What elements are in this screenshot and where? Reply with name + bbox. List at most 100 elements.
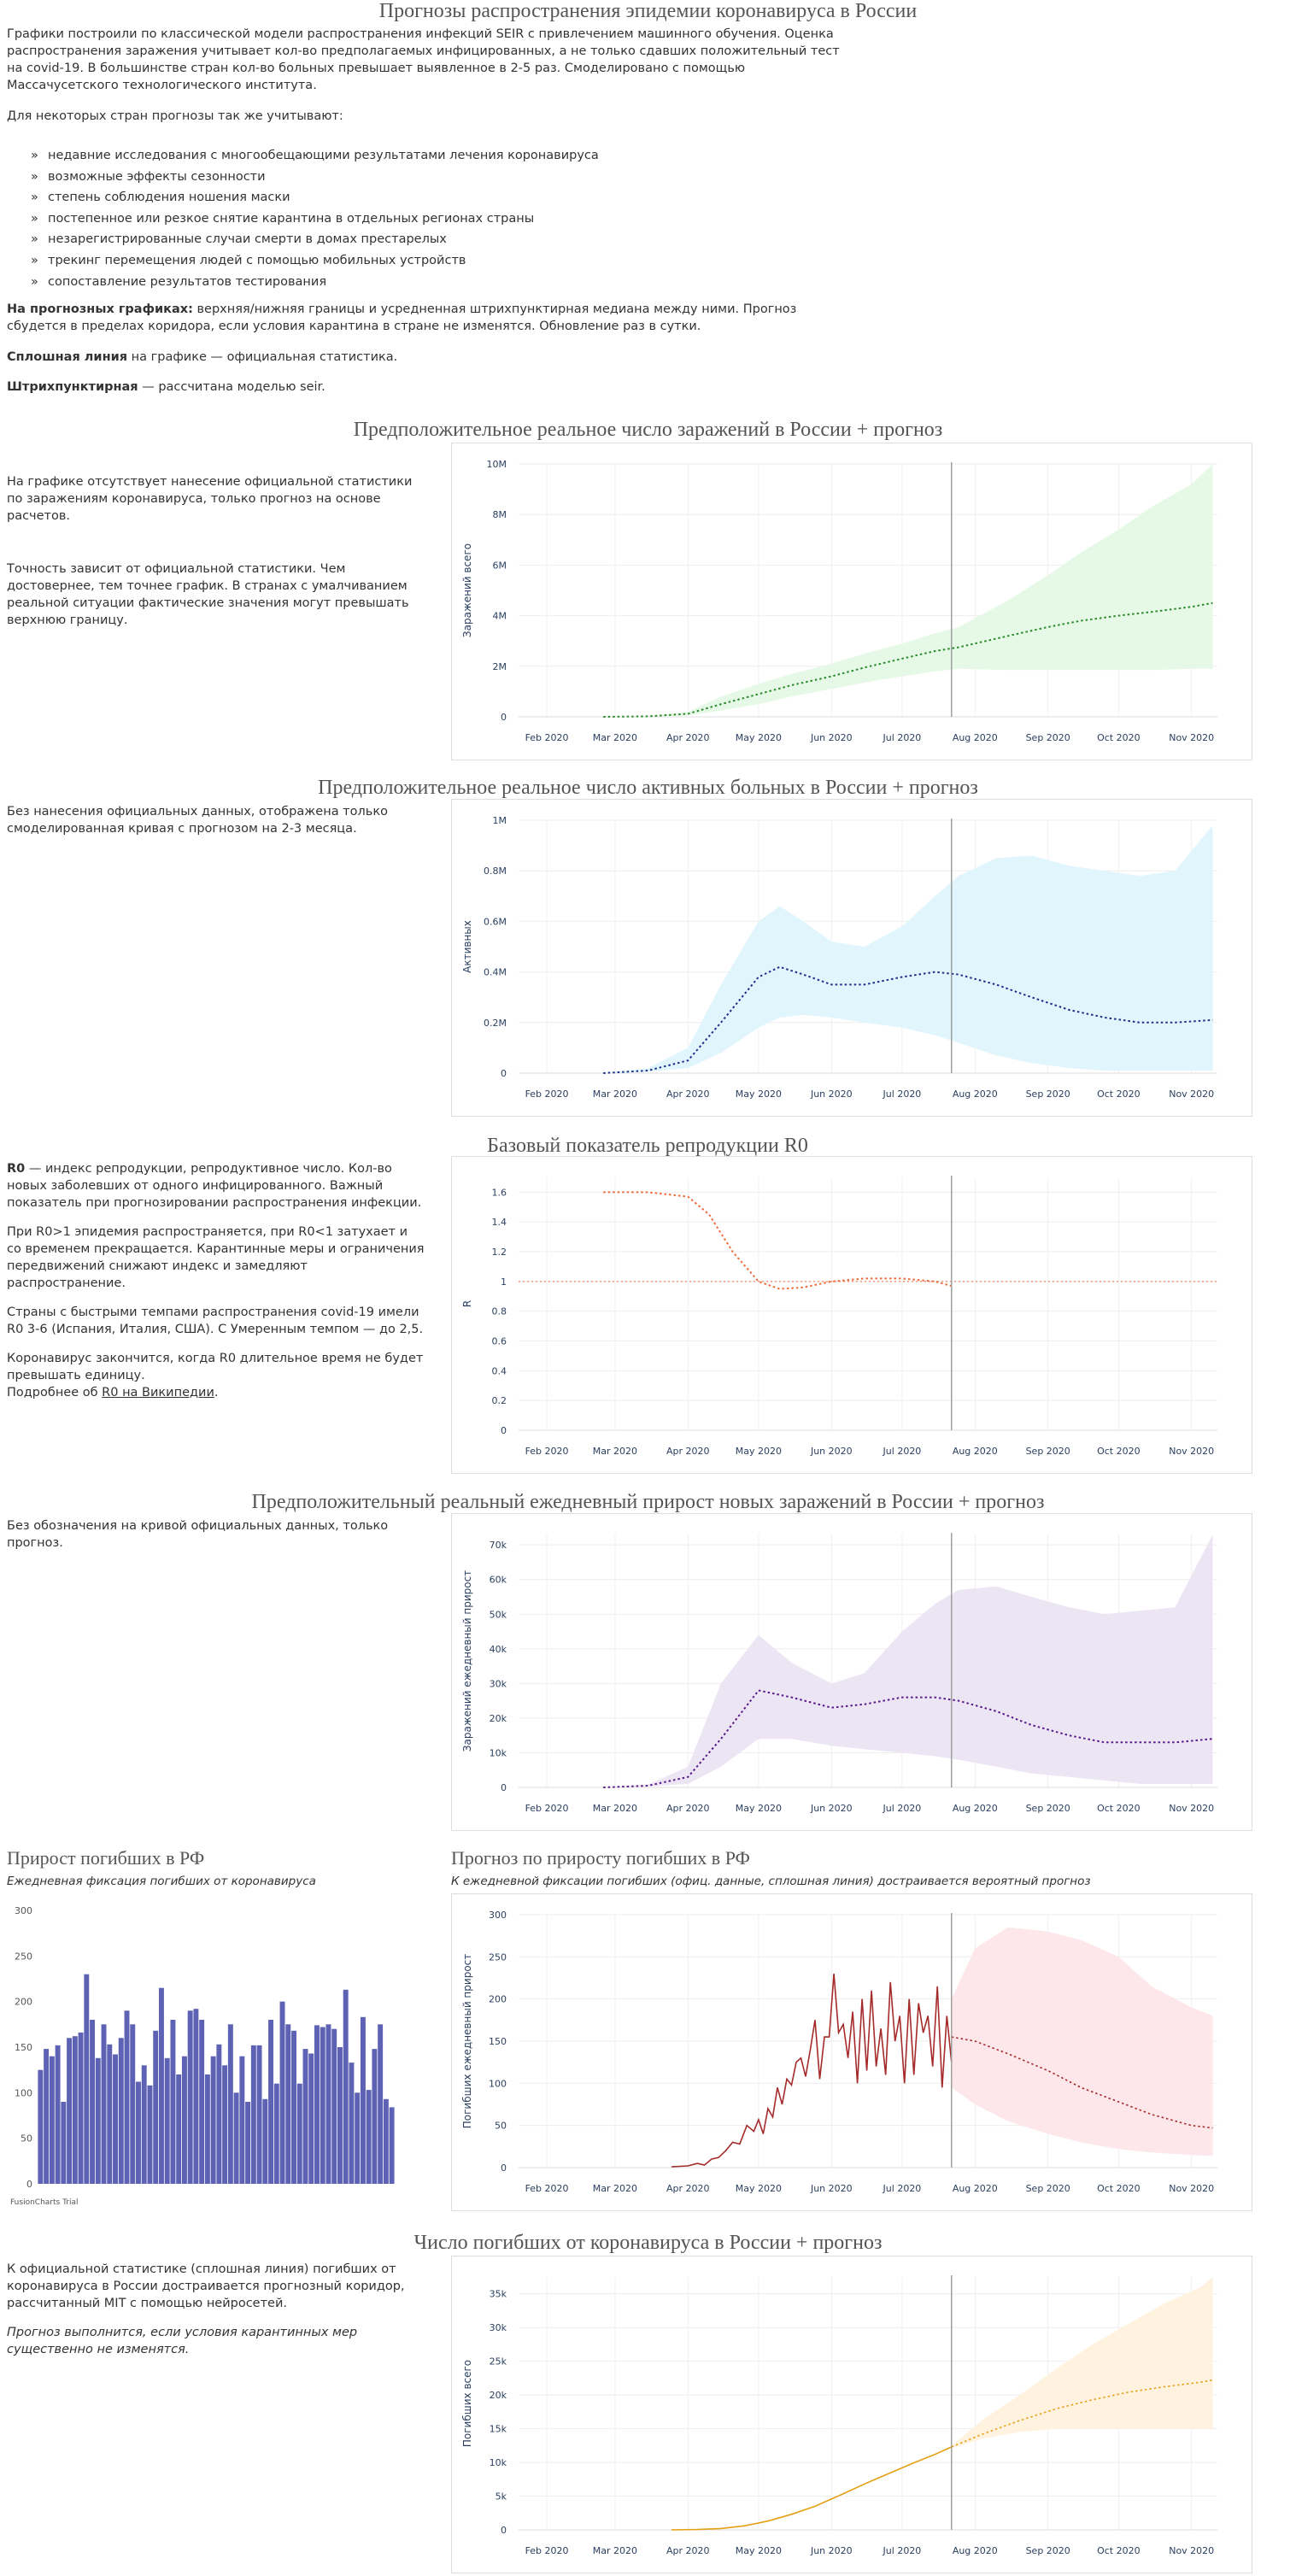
bar <box>38 2069 44 2184</box>
forecast-note-text: верхняя/нижняя границы и усредненная штр… <box>7 302 797 333</box>
x-tick-label: Oct 2020 <box>1097 1446 1141 1457</box>
forecast-band <box>951 1927 1213 2156</box>
forecast-note-bold: На прогнозных графиках: <box>7 302 193 316</box>
x-tick-label: Jun 2020 <box>810 1446 853 1457</box>
r0-wiki-link[interactable]: R0 на Википедии <box>102 1386 214 1399</box>
r0-text-4: Коронавирус закончится, когда R0 длитель… <box>7 1352 424 1382</box>
countries-note: Для некоторых стран прогнозы так же учит… <box>7 109 343 123</box>
x-tick-label: Sep 2020 <box>1026 732 1070 743</box>
bar <box>147 2085 153 2184</box>
bar <box>107 2044 113 2184</box>
median-line <box>603 1191 953 1290</box>
bar <box>250 2045 256 2184</box>
page-title: Прогнозы распространения эпидемии корона… <box>378 0 918 22</box>
y-tick-label: 50k <box>490 1609 507 1620</box>
bar <box>153 2030 159 2184</box>
x-tick-label: May 2020 <box>736 1446 782 1457</box>
x-tick-label: Oct 2020 <box>1097 2183 1141 2194</box>
bar <box>113 2054 118 2184</box>
x-tick-label: Jun 2020 <box>810 1088 853 1100</box>
y-tick-label: 100 <box>15 2087 32 2098</box>
deaths-bar-chart[interactable]: 0 50 100 150 200 250 300 FusionCharts Trial <box>0 1895 402 2211</box>
x-tick-label: Feb 2020 <box>525 732 569 743</box>
y-tick-label: 200 <box>15 1997 32 2008</box>
y-tick-label: 1M <box>493 815 507 826</box>
y-tick-label: 8M <box>493 509 507 520</box>
deaths-total-chart[interactable]: Feb 2020 Mar 2020 Apr 2020 May 2020 Jun 2020… <box>451 2256 1252 2573</box>
y-tick-label: 250 <box>15 1951 32 1962</box>
x-tick-label: May 2020 <box>736 2545 782 2556</box>
r0-chart[interactable]: Feb 2020 Mar 2020 Apr 2020 May 2020 Jun 2020… <box>451 1156 1252 1474</box>
x-tick-label: Apr 2020 <box>666 1446 710 1457</box>
active-text-1: Без нанесения официальных данных, отобра… <box>7 805 388 836</box>
x-tick-label: Feb 2020 <box>525 2183 569 2194</box>
y-tick-label: 10k <box>490 1747 507 1758</box>
list-item: степень соблюдения ношения маски <box>31 187 599 208</box>
y-tick-label: 60k <box>490 1575 507 1586</box>
x-tick-label: Feb 2020 <box>525 1803 569 1814</box>
bar <box>84 1974 90 2184</box>
section-title-deaths-bar: Прирост погибших в РФ <box>7 1847 205 1869</box>
bar <box>170 2020 176 2184</box>
dash-line-bold: Штрихпунктирная <box>7 380 138 394</box>
deaths-forecast-chart[interactable]: Feb 2020 Mar 2020 Apr 2020 May 2020 Jun 2020… <box>451 1893 1252 2211</box>
factors-list: недавние исследования с многообещающими … <box>31 145 599 292</box>
r0-text-1: R0 — индекс репродукции, репродуктивное … <box>7 1160 425 1212</box>
x-tick-label: Jun 2020 <box>810 2183 853 2194</box>
active-chart[interactable]: Feb 2020 Mar 2020 Apr 2020 May 2020 Jun 2020… <box>451 799 1252 1117</box>
y-tick-label: 35k <box>490 2289 507 2300</box>
x-tick-label: Sep 2020 <box>1026 1088 1070 1100</box>
x-tick-label: May 2020 <box>736 732 782 743</box>
y-tick-label: 0.8 <box>492 1306 507 1317</box>
x-tick-label: Nov 2020 <box>1169 2545 1214 2556</box>
forecast-band <box>603 824 1213 1073</box>
chart-svg: Feb 2020 Mar 2020 Apr 2020 May 2020 Jun 2020… <box>461 815 1217 1100</box>
bar <box>314 2025 320 2184</box>
chart-svg: Feb 2020 Mar 2020 Apr 2020 May 2020 Jun 2020… <box>461 1910 1217 2194</box>
x-tick-label: Aug 2020 <box>953 732 998 743</box>
median-line <box>603 1689 1213 1788</box>
x-tick-label: Mar 2020 <box>593 1446 637 1457</box>
x-tick-label: Mar 2020 <box>593 2183 637 2194</box>
x-tick-label: Oct 2020 <box>1097 1803 1141 1814</box>
infections-text-1: На графике отсутствует нанесение официал… <box>7 475 413 523</box>
section-title-active: Предположительное реальное число активны… <box>318 777 978 799</box>
median-line <box>603 965 1213 1074</box>
y-tick-label: 30k <box>490 1678 507 1689</box>
bar <box>164 2057 170 2184</box>
bar <box>378 2024 384 2184</box>
x-tick-label: Mar 2020 <box>593 1803 637 1814</box>
chart-svg: Feb 2020 Mar 2020 Apr 2020 May 2020 Jun 2020… <box>461 2275 1217 2556</box>
solid-line-text: на графике — официальная статистика. <box>127 350 398 364</box>
y-axis-label: Погибших всего <box>461 2360 473 2447</box>
infections-chart[interactable]: Feb 2020 Mar 2020 Apr 2020 May 2020 Jun 2020… <box>451 443 1252 760</box>
bar <box>130 2024 136 2184</box>
y-tick-label: 1.4 <box>492 1217 507 1228</box>
x-tick-label: Aug 2020 <box>953 1446 998 1457</box>
x-tick-label: Jul 2020 <box>883 732 922 743</box>
x-tick-label: Mar 2020 <box>593 1088 637 1100</box>
y-tick-label: 50 <box>21 2133 32 2145</box>
bar <box>78 2032 84 2184</box>
bar <box>44 2049 50 2184</box>
daily-new-text-1: Без обозначения на кривой официальных да… <box>7 1519 389 1550</box>
x-tick-label: Jul 2020 <box>883 1088 922 1100</box>
y-tick-label: 200 <box>489 1994 507 2005</box>
r0-more-dot: . <box>214 1386 219 1399</box>
bar <box>136 2081 141 2184</box>
x-tick-label: Feb 2020 <box>525 1088 569 1100</box>
bar <box>118 2038 124 2184</box>
bar <box>360 2016 366 2184</box>
x-tick-label: Feb 2020 <box>525 1446 569 1457</box>
y-tick-label: 0 <box>501 1782 507 1793</box>
list-item: сопоставление результатов тестирования <box>31 272 599 293</box>
bar <box>291 2030 296 2184</box>
x-tick-label: May 2020 <box>736 1088 782 1100</box>
section-title-infections: Предположительное реальное число заражен… <box>353 419 943 441</box>
bar <box>216 2044 222 2184</box>
y-tick-label: 150 <box>489 2036 507 2047</box>
x-tick-label: Jun 2020 <box>810 2545 853 2556</box>
daily-new-chart[interactable]: Feb 2020 Mar 2020 Apr 2020 May 2020 Jun 2020… <box>451 1513 1252 1831</box>
x-tick-label: Feb 2020 <box>525 2545 569 2556</box>
bar <box>67 2038 73 2184</box>
